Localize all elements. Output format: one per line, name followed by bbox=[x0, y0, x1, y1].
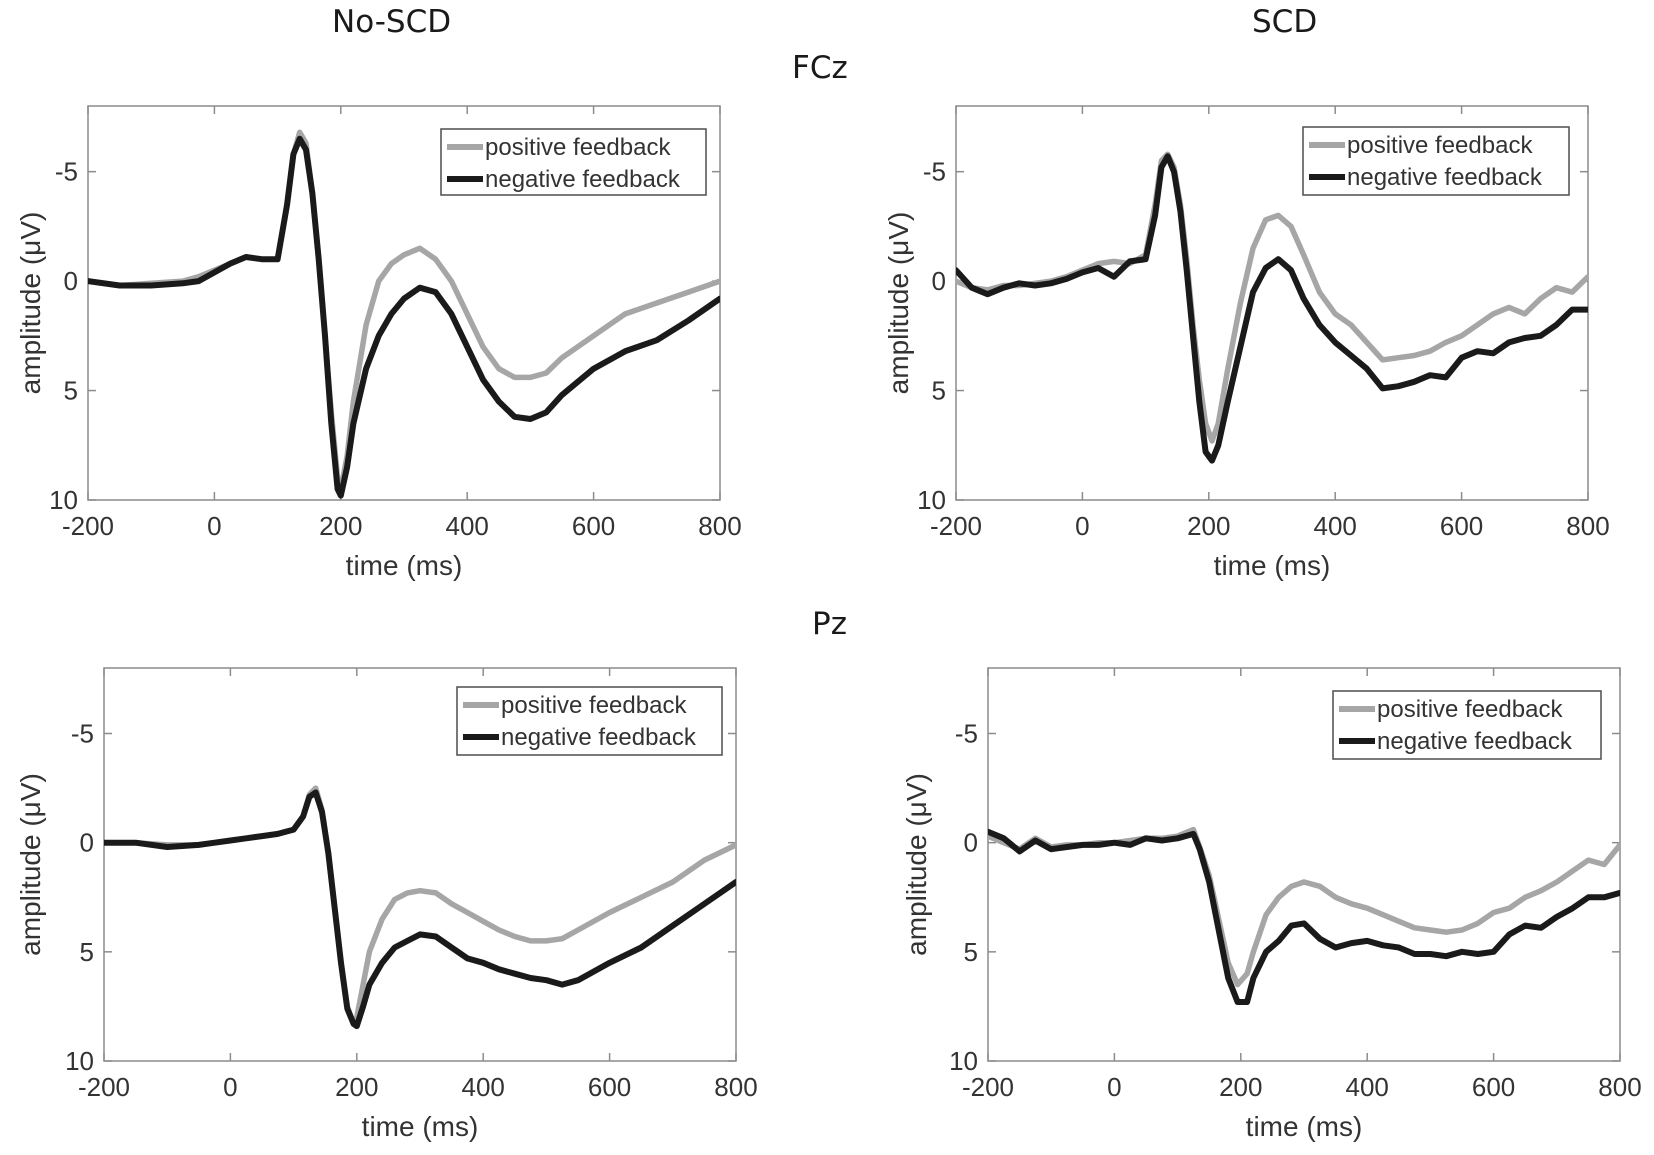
y-tick-label: 0 bbox=[80, 828, 94, 858]
y-tick-label: 0 bbox=[932, 266, 946, 296]
legend-label: negative feedback bbox=[485, 166, 681, 193]
x-tick-label: 800 bbox=[698, 511, 741, 541]
x-tick-label: 600 bbox=[1440, 511, 1483, 541]
x-tick-label: -200 bbox=[78, 1072, 130, 1102]
legend-label: negative feedback bbox=[1347, 164, 1543, 191]
series-line-negative bbox=[988, 828, 1620, 1005]
legend-label: negative feedback bbox=[1377, 728, 1573, 755]
row-title-pz: Pz bbox=[812, 606, 847, 642]
series-line-negative bbox=[104, 789, 736, 1030]
x-tick-label: 200 bbox=[1187, 511, 1230, 541]
x-tick-label: 800 bbox=[714, 1072, 757, 1102]
x-tick-label: 800 bbox=[1598, 1072, 1641, 1102]
y-tick-label: -5 bbox=[955, 719, 978, 749]
legend-box bbox=[1332, 690, 1602, 760]
legend-label: positive feedback bbox=[501, 692, 687, 719]
x-tick-label: 600 bbox=[588, 1072, 631, 1102]
y-tick-label: -5 bbox=[923, 157, 946, 187]
y-tick-label: 5 bbox=[964, 937, 978, 967]
plot-frame bbox=[87, 105, 721, 501]
x-tick-label: 0 bbox=[1075, 511, 1089, 541]
plot-frame bbox=[987, 667, 1621, 1062]
x-tick-label: -200 bbox=[930, 511, 982, 541]
x-tick-label: 200 bbox=[1219, 1072, 1262, 1102]
x-tick-label: 800 bbox=[1566, 511, 1609, 541]
y-tick-label: 0 bbox=[964, 828, 978, 858]
series-line-negative bbox=[88, 135, 720, 499]
x-tick-label: 600 bbox=[1472, 1072, 1515, 1102]
series-line-positive bbox=[988, 826, 1620, 988]
legend-label: negative feedback bbox=[501, 724, 697, 751]
row-title-fcz: FCz bbox=[792, 50, 848, 86]
x-tick-label: 400 bbox=[1346, 1072, 1389, 1102]
x-tick-label: 200 bbox=[335, 1072, 378, 1102]
x-tick-label: 400 bbox=[1314, 511, 1357, 541]
legend-box bbox=[440, 128, 707, 196]
y-tick-label: 10 bbox=[49, 485, 78, 515]
x-axis-label: time (ms) bbox=[1246, 1111, 1363, 1142]
column-title-scd: SCD bbox=[1252, 4, 1318, 40]
y-tick-label: 10 bbox=[917, 485, 946, 515]
x-axis-label: time (ms) bbox=[362, 1111, 479, 1142]
y-tick-label: 5 bbox=[80, 937, 94, 967]
y-tick-label: 0 bbox=[64, 266, 78, 296]
y-tick-label: 5 bbox=[932, 376, 946, 406]
x-tick-label: -200 bbox=[962, 1072, 1014, 1102]
x-tick-label: 200 bbox=[319, 511, 362, 541]
y-tick-label: 10 bbox=[65, 1046, 94, 1076]
column-title-no-scd: No-SCD bbox=[332, 4, 452, 40]
legend-label: positive feedback bbox=[1377, 696, 1563, 723]
legend-label: positive feedback bbox=[1347, 132, 1533, 159]
legend-label: positive feedback bbox=[485, 134, 671, 161]
x-tick-label: 600 bbox=[572, 511, 615, 541]
y-tick-label: -5 bbox=[55, 157, 78, 187]
y-tick-label: -5 bbox=[71, 719, 94, 749]
y-axis-label: amplitude (μV) bbox=[883, 212, 914, 395]
x-tick-label: 0 bbox=[1107, 1072, 1121, 1102]
y-tick-label: 5 bbox=[64, 376, 78, 406]
y-axis-label: amplitude (μV) bbox=[15, 773, 46, 956]
x-tick-label: 0 bbox=[207, 511, 221, 541]
plot-frame bbox=[103, 667, 737, 1062]
x-tick-label: 400 bbox=[446, 511, 489, 541]
y-tick-label: 10 bbox=[949, 1046, 978, 1076]
y-axis-label: amplitude (μV) bbox=[901, 773, 932, 956]
x-tick-label: -200 bbox=[62, 511, 114, 541]
x-axis-label: time (ms) bbox=[1214, 550, 1331, 581]
series-line-negative bbox=[956, 153, 1588, 464]
x-tick-label: 0 bbox=[223, 1072, 237, 1102]
plot-frame bbox=[955, 105, 1589, 501]
x-tick-label: 400 bbox=[462, 1072, 505, 1102]
legend-box bbox=[1302, 126, 1570, 196]
x-axis-label: time (ms) bbox=[346, 550, 463, 581]
y-axis-label: amplitude (μV) bbox=[15, 212, 46, 395]
legend-box bbox=[456, 686, 723, 756]
